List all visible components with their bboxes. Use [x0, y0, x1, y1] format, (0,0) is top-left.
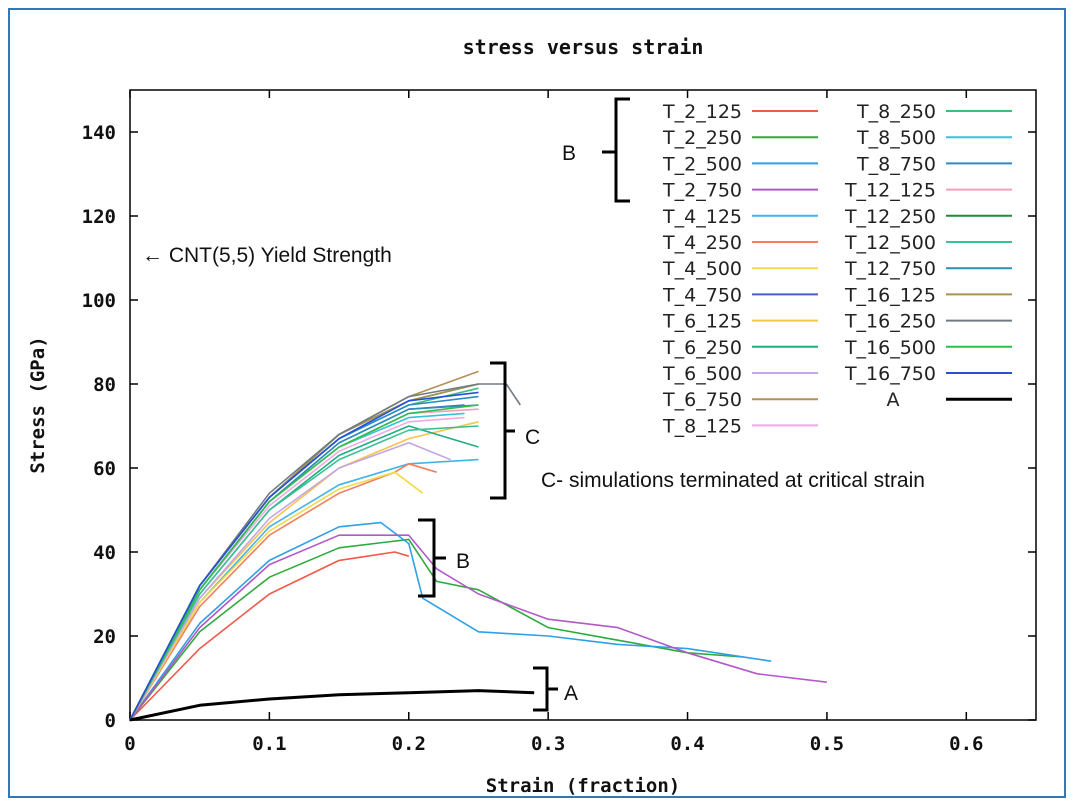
- legend-label: T_6_750: [662, 389, 742, 411]
- chart-title: stress versus strain: [463, 35, 704, 59]
- legend-label: T_4_750: [662, 284, 742, 306]
- legend-label: T_2_125: [662, 101, 742, 123]
- legend-bracket-b-label: B: [562, 142, 576, 165]
- legend-label: T_8_750: [856, 153, 936, 175]
- y-tick-label: 40: [93, 542, 116, 564]
- legend-label: T_12_750: [844, 258, 936, 280]
- y-tick-label: 140: [82, 122, 116, 144]
- axis-ticks: 0 0.1 0.2 0.3 0.4 0.5 0.6 0 20 40 60 80 100 120 140: [82, 90, 1036, 755]
- series-line-t-2-500: [129, 521, 772, 721]
- x-tick-label: 0.2: [392, 733, 426, 755]
- y-tick-label: 80: [93, 374, 116, 396]
- legend-label: T_2_500: [662, 153, 742, 175]
- legend-label: T_4_250: [662, 232, 742, 254]
- legend-label: T_6_500: [662, 363, 742, 385]
- legend-label: T_8_500: [856, 127, 936, 149]
- bracket-b: [418, 518, 446, 598]
- bracket-a-label: A: [564, 682, 578, 705]
- series-line-t-12-500: [129, 425, 479, 721]
- bracket-c: [490, 361, 515, 500]
- legend-label: T_2_750: [662, 180, 742, 202]
- series-line-t-6-500: [129, 441, 451, 721]
- plot-area: [129, 89, 1037, 721]
- y-tick-label: 100: [82, 290, 116, 312]
- y-tick-label: 60: [93, 458, 116, 480]
- x-tick-label: 0.1: [252, 733, 286, 755]
- series-line-t-4-250: [129, 462, 437, 721]
- legend-label: T_12_500: [844, 232, 936, 254]
- legend-label: T_16_125: [844, 284, 936, 306]
- y-tick-label: 20: [93, 626, 116, 648]
- legend-label: T_16_750: [844, 363, 936, 385]
- series-line-t-2-125: [129, 551, 410, 721]
- legend-label: T_2_250: [662, 127, 742, 149]
- legend: T_2_125 T_2_250 T_2_500 T_2_750 T_4_125 T_4_2…: [662, 101, 1012, 437]
- bracket-c-label: C: [525, 426, 540, 449]
- bracket-b-label: B: [456, 550, 470, 573]
- group-c-note: C- simulations terminated at critical st…: [541, 469, 925, 492]
- x-tick-label: 0.4: [670, 733, 704, 755]
- x-tick-label: 0: [124, 733, 135, 755]
- x-tick-label: 0.5: [810, 733, 844, 755]
- legend-label: T_12_125: [844, 180, 936, 202]
- legend-label: T_16_250: [844, 311, 936, 333]
- legend-bracket-b: [602, 97, 630, 203]
- bracket-a: [533, 666, 558, 712]
- series-layer: [129, 370, 827, 722]
- series-line-t-2-250: [129, 538, 744, 721]
- legend-label: T_4_500: [662, 258, 742, 280]
- legend-label: T_16_500: [844, 337, 936, 359]
- x-tick-label: 0.3: [531, 733, 565, 755]
- series-line-a: [129, 689, 535, 722]
- x-tick-label: 0.6: [949, 733, 983, 755]
- y-axis-label: Stress (GPa): [27, 336, 49, 473]
- x-axis-label: Strain (fraction): [486, 775, 680, 797]
- legend-label: T_12_250: [844, 206, 936, 228]
- y-tick-label: 0: [105, 710, 116, 732]
- series-line-t-4-500: [129, 471, 424, 721]
- series-line-t-16-750: [129, 391, 479, 721]
- legend-label: A: [887, 389, 900, 411]
- legend-label: T_6_125: [662, 311, 742, 333]
- legend-label: T_8_250: [856, 101, 936, 123]
- legend-label: T_4_125: [662, 206, 742, 228]
- yield-strength-annotation: ← CNT(5,5) Yield Strength: [142, 244, 392, 267]
- series-line-t-2-750: [129, 534, 827, 721]
- legend-label: T_8_125: [662, 415, 742, 437]
- legend-label: T_6_250: [662, 337, 742, 359]
- y-tick-label: 120: [82, 206, 116, 228]
- series-line-t-16-500: [129, 404, 479, 721]
